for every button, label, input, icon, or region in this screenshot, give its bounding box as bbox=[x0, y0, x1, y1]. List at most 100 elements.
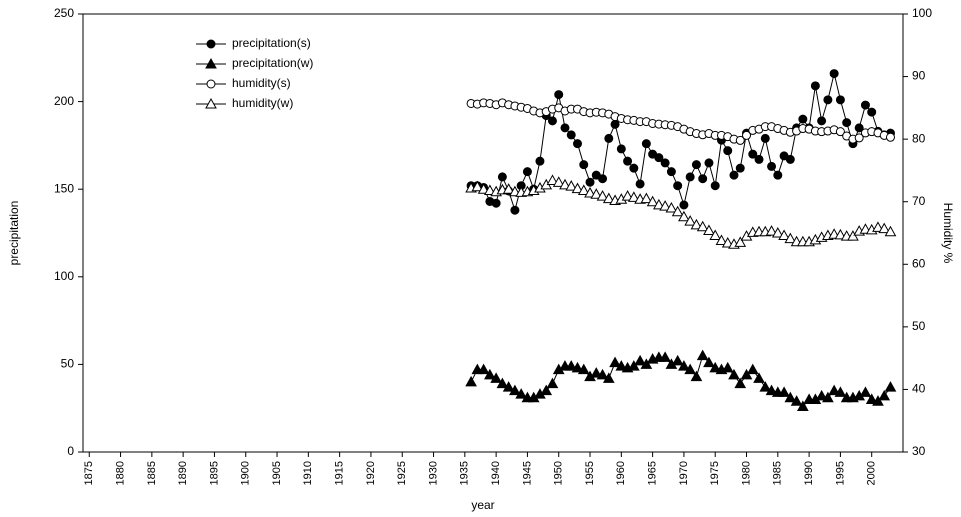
data-point bbox=[604, 133, 614, 143]
data-point bbox=[547, 116, 557, 126]
x-tick-label: 1955 bbox=[584, 461, 596, 485]
data-point bbox=[817, 116, 827, 126]
x-tick-label: 2000 bbox=[866, 461, 878, 485]
y2-tick-label: 60 bbox=[912, 256, 926, 270]
data-point bbox=[653, 198, 665, 210]
data-point bbox=[546, 377, 559, 389]
data-point bbox=[703, 356, 715, 368]
y2-tick-label: 90 bbox=[912, 69, 926, 83]
data-point bbox=[784, 391, 797, 403]
data-point bbox=[491, 198, 501, 208]
legend-label: humidity(s) bbox=[232, 76, 291, 90]
x-tick-label: 1910 bbox=[302, 461, 314, 485]
legend-marker bbox=[205, 97, 217, 109]
data-point bbox=[721, 236, 734, 248]
data-point bbox=[842, 118, 852, 128]
data-point bbox=[854, 123, 864, 133]
data-point bbox=[765, 225, 778, 236]
y2-tick-label: 80 bbox=[912, 131, 926, 145]
x-tick-label: 1925 bbox=[396, 461, 408, 485]
data-point bbox=[778, 386, 790, 397]
data-point bbox=[596, 368, 609, 380]
y2-tick-label: 70 bbox=[912, 194, 926, 208]
data-point bbox=[596, 190, 609, 201]
data-point bbox=[872, 221, 884, 232]
x-tick-label: 1980 bbox=[740, 461, 752, 485]
x-tick-label: 1990 bbox=[803, 461, 815, 485]
data-point bbox=[590, 367, 603, 378]
data-point bbox=[654, 153, 664, 163]
data-point bbox=[671, 205, 684, 217]
data-point bbox=[785, 154, 795, 164]
y-tick-label: 150 bbox=[54, 181, 74, 195]
data-point bbox=[771, 226, 784, 238]
data-point bbox=[760, 133, 770, 143]
data-point bbox=[615, 360, 628, 371]
data-point bbox=[696, 220, 709, 232]
data-point bbox=[577, 363, 590, 375]
data-point bbox=[690, 218, 703, 230]
data-point bbox=[646, 195, 659, 207]
x-tick-label: 1995 bbox=[834, 461, 846, 485]
data-point bbox=[510, 205, 520, 215]
data-point bbox=[665, 201, 678, 213]
data-point bbox=[734, 377, 747, 389]
data-point bbox=[709, 361, 722, 373]
data-point bbox=[854, 133, 864, 143]
data-point bbox=[834, 228, 847, 240]
data-point bbox=[759, 381, 772, 392]
data-point bbox=[565, 360, 578, 371]
data-point bbox=[823, 95, 833, 105]
x-tick-label: 1895 bbox=[208, 461, 220, 485]
data-point bbox=[609, 356, 621, 368]
data-point bbox=[690, 370, 703, 382]
x-tick-label: 1900 bbox=[240, 461, 252, 485]
data-point bbox=[815, 389, 828, 401]
data-point bbox=[742, 130, 752, 140]
data-point bbox=[678, 360, 690, 371]
data-point bbox=[629, 163, 639, 173]
data-point bbox=[684, 363, 697, 375]
data-point bbox=[465, 375, 477, 387]
data-point bbox=[641, 139, 651, 149]
data-point bbox=[502, 183, 515, 194]
data-point bbox=[509, 384, 521, 396]
x-tick-label: 1920 bbox=[365, 461, 377, 485]
x-tick-label: 1970 bbox=[678, 461, 690, 485]
data-point bbox=[585, 177, 595, 187]
data-point bbox=[666, 167, 676, 177]
data-point bbox=[571, 182, 584, 194]
data-point bbox=[471, 180, 484, 192]
x-tick-label: 1985 bbox=[772, 461, 784, 485]
data-point bbox=[753, 372, 765, 383]
data-point bbox=[497, 172, 507, 182]
data-point bbox=[535, 156, 545, 166]
data-point bbox=[584, 186, 596, 198]
data-point bbox=[754, 154, 764, 164]
legend-label: precipitation(s) bbox=[232, 36, 311, 50]
data-point bbox=[477, 183, 490, 194]
data-point bbox=[709, 229, 722, 241]
data-point bbox=[660, 158, 670, 168]
data-point bbox=[577, 184, 590, 195]
x-tick-label: 1940 bbox=[490, 461, 502, 485]
data-point bbox=[728, 368, 740, 380]
x-tick-label: 1945 bbox=[521, 461, 533, 485]
data-point bbox=[790, 395, 803, 406]
data-point bbox=[735, 163, 745, 173]
plot-frame bbox=[82, 13, 904, 453]
data-point bbox=[659, 351, 671, 362]
data-point bbox=[884, 225, 897, 237]
x-axis-title: year bbox=[471, 498, 494, 512]
data-point bbox=[704, 158, 714, 168]
legend-marker bbox=[206, 79, 216, 89]
data-point bbox=[627, 191, 640, 202]
x-tick-label: 1880 bbox=[114, 461, 126, 485]
data-point bbox=[571, 361, 584, 373]
x-tick-label: 1950 bbox=[553, 461, 565, 485]
x-tick-label: 1960 bbox=[615, 461, 627, 485]
y2-axis-title: Humidity % bbox=[941, 203, 955, 264]
data-point bbox=[767, 161, 777, 171]
data-point bbox=[878, 222, 891, 234]
